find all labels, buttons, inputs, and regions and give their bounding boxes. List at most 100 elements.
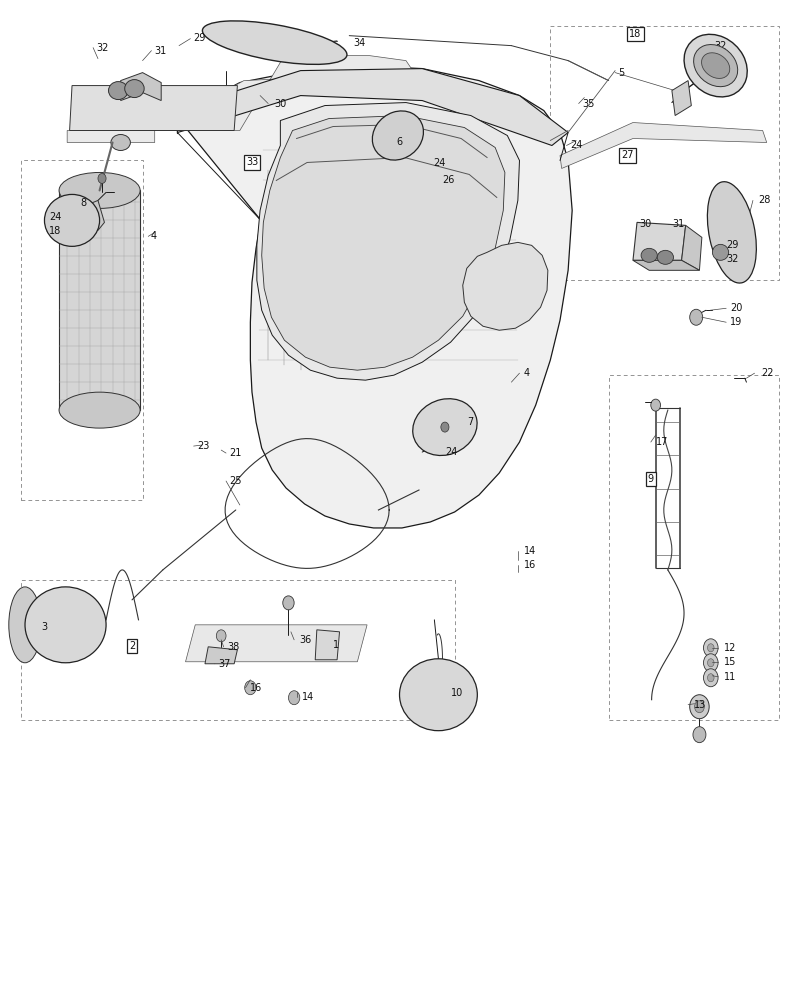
Circle shape: [160, 95, 169, 107]
Circle shape: [321, 122, 331, 134]
Circle shape: [692, 727, 705, 743]
Polygon shape: [462, 242, 547, 330]
Text: 29: 29: [725, 240, 738, 250]
Text: 36: 36: [298, 635, 311, 645]
Text: 13: 13: [693, 700, 705, 710]
Circle shape: [693, 701, 703, 713]
Text: 34: 34: [353, 38, 365, 48]
Ellipse shape: [711, 244, 727, 260]
Ellipse shape: [372, 111, 423, 160]
Text: 14: 14: [523, 546, 535, 556]
Circle shape: [689, 695, 708, 719]
Circle shape: [702, 654, 717, 672]
Ellipse shape: [125, 80, 144, 98]
Text: 3: 3: [41, 622, 47, 632]
Text: 19: 19: [729, 317, 741, 327]
Circle shape: [132, 95, 142, 107]
Text: 32: 32: [713, 41, 726, 51]
Ellipse shape: [109, 82, 128, 100]
Polygon shape: [113, 139, 129, 148]
Circle shape: [287, 119, 297, 131]
Text: 24: 24: [49, 212, 62, 222]
Ellipse shape: [641, 248, 656, 262]
Circle shape: [388, 129, 398, 140]
Text: 20: 20: [729, 303, 742, 313]
Circle shape: [282, 596, 294, 610]
Text: 24: 24: [570, 140, 582, 150]
Circle shape: [490, 139, 500, 150]
Ellipse shape: [701, 53, 729, 78]
Ellipse shape: [276, 36, 308, 56]
Text: 16: 16: [523, 560, 535, 570]
Text: 8: 8: [80, 198, 86, 208]
Polygon shape: [67, 56, 414, 142]
Ellipse shape: [45, 194, 100, 246]
Ellipse shape: [380, 119, 415, 152]
Text: 29: 29: [193, 33, 206, 43]
Circle shape: [650, 399, 659, 411]
Ellipse shape: [420, 679, 456, 711]
Circle shape: [222, 95, 229, 103]
Text: 33: 33: [246, 157, 258, 167]
Text: 30: 30: [639, 219, 651, 229]
Text: 14: 14: [302, 692, 314, 702]
Polygon shape: [671, 81, 690, 116]
Circle shape: [423, 132, 432, 144]
Ellipse shape: [410, 669, 466, 721]
Circle shape: [244, 681, 255, 695]
Polygon shape: [261, 116, 504, 370]
Bar: [21, 580, 454, 720]
Polygon shape: [121, 73, 161, 101]
Ellipse shape: [471, 255, 539, 320]
Circle shape: [187, 113, 196, 125]
Text: 16: 16: [250, 683, 262, 693]
Ellipse shape: [683, 34, 746, 97]
Circle shape: [160, 113, 169, 125]
Circle shape: [706, 659, 713, 667]
Circle shape: [320, 646, 329, 658]
Ellipse shape: [422, 408, 467, 446]
Ellipse shape: [25, 587, 106, 663]
Ellipse shape: [260, 33, 292, 53]
Polygon shape: [315, 630, 339, 660]
Text: 24: 24: [432, 158, 444, 168]
Text: 17: 17: [654, 437, 667, 447]
Ellipse shape: [111, 135, 131, 150]
Ellipse shape: [202, 21, 346, 64]
Polygon shape: [177, 66, 572, 528]
Circle shape: [105, 95, 114, 107]
Polygon shape: [560, 123, 766, 168]
Polygon shape: [633, 260, 698, 270]
Text: 10: 10: [451, 688, 463, 698]
Polygon shape: [70, 86, 237, 131]
Circle shape: [132, 113, 142, 125]
Polygon shape: [59, 190, 140, 410]
Text: 7: 7: [466, 417, 473, 427]
Ellipse shape: [36, 598, 95, 652]
Circle shape: [456, 135, 466, 147]
Text: 21: 21: [229, 448, 242, 458]
Text: 25: 25: [229, 476, 242, 486]
Circle shape: [187, 95, 196, 107]
Circle shape: [702, 669, 717, 687]
Text: 4: 4: [523, 368, 529, 378]
Ellipse shape: [243, 31, 276, 51]
Circle shape: [77, 95, 87, 107]
Ellipse shape: [693, 45, 736, 87]
Circle shape: [689, 309, 702, 325]
Text: 30: 30: [274, 99, 286, 109]
Text: 11: 11: [723, 672, 735, 682]
Text: 15: 15: [723, 657, 736, 667]
Text: 22: 22: [760, 368, 773, 378]
Text: 9: 9: [647, 474, 653, 484]
Circle shape: [216, 630, 225, 642]
Ellipse shape: [59, 172, 140, 208]
Circle shape: [440, 422, 448, 432]
Circle shape: [98, 173, 106, 183]
Bar: [550, 26, 778, 280]
Polygon shape: [633, 222, 684, 260]
Text: 27: 27: [620, 150, 633, 160]
Polygon shape: [256, 103, 519, 380]
Circle shape: [219, 91, 232, 107]
Text: 18: 18: [49, 226, 62, 236]
